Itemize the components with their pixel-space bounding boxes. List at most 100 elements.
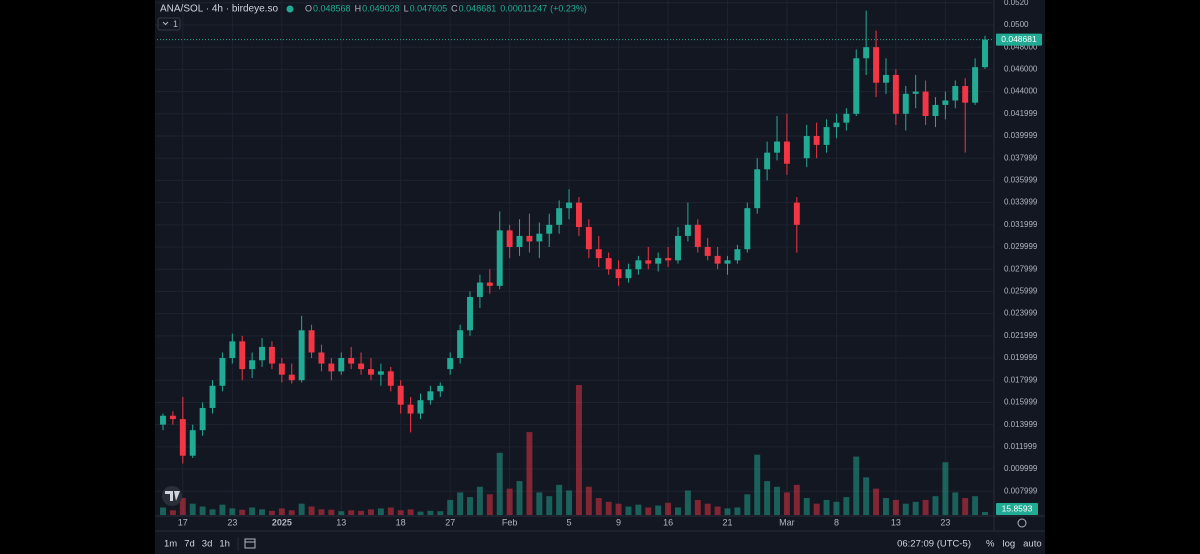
candle-body xyxy=(962,86,969,103)
volume-bar xyxy=(585,486,592,515)
candle-body xyxy=(625,269,632,279)
candle-body xyxy=(496,230,503,286)
volume-bar xyxy=(912,501,919,515)
volume-bar xyxy=(892,499,899,515)
range-button[interactable]: 1m xyxy=(164,539,177,550)
y-tick-label: 0.033999 xyxy=(1004,198,1038,207)
clock: 06:27:09 (UTC-5) xyxy=(897,539,971,550)
volume-bar xyxy=(566,490,573,515)
settings-icon[interactable] xyxy=(1017,518,1027,528)
bottom-toolbar xyxy=(155,532,1045,554)
current-price-label: 0.048681 xyxy=(1001,34,1037,44)
volume-bar xyxy=(407,509,414,515)
volume-bar xyxy=(823,499,830,515)
candle-body xyxy=(645,260,652,264)
volume-bar xyxy=(239,509,246,515)
candle-body xyxy=(189,430,196,456)
volume-bar xyxy=(962,498,969,515)
candle-body xyxy=(783,141,790,164)
volume-bar xyxy=(724,508,731,515)
candle-body xyxy=(566,202,573,209)
volume-bar xyxy=(774,486,780,515)
candle-body xyxy=(229,341,236,359)
volume-bar xyxy=(318,509,325,515)
volume-bar xyxy=(714,506,721,515)
candle-body xyxy=(377,371,384,375)
range-button[interactable]: 1h xyxy=(219,539,230,550)
y-tick-label: 0.035999 xyxy=(1004,176,1038,185)
volume-bar xyxy=(556,484,563,515)
candle-body xyxy=(219,358,226,386)
y-tick-label: 0.017999 xyxy=(1004,375,1038,384)
scale-option[interactable]: % xyxy=(986,539,995,550)
volume-bar xyxy=(457,492,464,515)
volume-bar xyxy=(625,506,632,515)
volume-bar xyxy=(783,492,790,515)
volume-bar xyxy=(476,486,483,515)
candle-body xyxy=(605,258,612,270)
y-tick-label: 0.031999 xyxy=(1004,220,1038,229)
volume-bar xyxy=(982,512,988,515)
candle-body xyxy=(397,385,404,405)
volume-bar xyxy=(328,509,335,515)
candle-body xyxy=(457,330,464,359)
volume-bar xyxy=(764,481,771,515)
volume-bar xyxy=(278,508,285,515)
y-tick-label: 0.0520 xyxy=(1004,0,1029,7)
candle-body xyxy=(318,352,325,364)
x-tick-label: 18 xyxy=(396,517,406,527)
range-button[interactable]: 3d xyxy=(202,539,213,550)
candle-body xyxy=(585,227,592,250)
calendar-icon[interactable] xyxy=(244,538,256,549)
ohlc-value: 0.048681 xyxy=(459,3,497,13)
volume-bar xyxy=(496,452,503,515)
candle-body xyxy=(714,255,721,264)
volume-bar xyxy=(229,508,236,515)
volume-bar xyxy=(199,506,206,515)
indicator-count: 1 xyxy=(173,19,178,29)
indicator-toggle[interactable] xyxy=(157,17,181,31)
candle-body xyxy=(892,74,899,114)
candle-body xyxy=(675,235,681,261)
candle-body xyxy=(239,341,246,370)
volume-bar xyxy=(506,488,513,515)
candle-body xyxy=(556,208,563,225)
volume-bar xyxy=(288,510,295,515)
volume-bar xyxy=(348,510,355,515)
candle-body xyxy=(160,415,166,425)
candle-body xyxy=(447,358,454,370)
volume-bar xyxy=(249,507,256,515)
y-tick-label: 0.037999 xyxy=(1004,153,1038,162)
volume-bar xyxy=(526,432,533,515)
x-tick-label: 23 xyxy=(940,517,950,527)
ohlc-key: L xyxy=(404,3,409,13)
candle-body xyxy=(724,260,731,264)
volume-bar xyxy=(853,456,860,515)
y-tick-label: 0.027999 xyxy=(1004,264,1038,273)
volume-bar xyxy=(486,494,493,515)
range-button[interactable]: 7d xyxy=(184,539,195,550)
candle-body xyxy=(417,400,424,414)
scale-option[interactable]: log xyxy=(1002,539,1015,550)
candle-body xyxy=(833,122,840,128)
candle-body xyxy=(199,407,206,431)
y-tick-label: 0.041999 xyxy=(1004,109,1038,118)
volume-bar xyxy=(338,511,345,515)
volume-bar xyxy=(863,477,870,515)
x-tick-label: 2025 xyxy=(272,517,292,527)
volume-bar xyxy=(882,498,889,515)
volume-bar xyxy=(704,503,711,515)
chart-background xyxy=(155,0,1045,554)
y-tick-label: 0.025999 xyxy=(1004,287,1038,296)
scale-option[interactable]: auto xyxy=(1023,539,1042,550)
current-price-tag xyxy=(996,33,1042,46)
volume-bar xyxy=(833,501,840,515)
volume-bar xyxy=(734,507,741,515)
candle-body xyxy=(368,369,374,375)
candle-body xyxy=(268,346,275,364)
candle-body xyxy=(754,169,761,209)
candle-body xyxy=(853,58,860,114)
volume-bar xyxy=(536,492,543,515)
candle-body xyxy=(516,235,523,248)
